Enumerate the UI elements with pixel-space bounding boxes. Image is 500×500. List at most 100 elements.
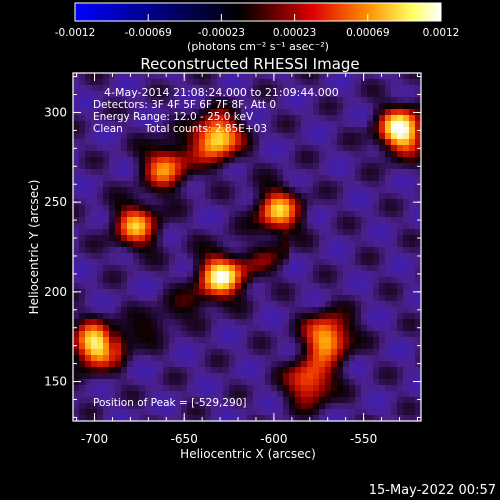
- heatmap-cell: [289, 331, 296, 338]
- heatmap-cell: [391, 163, 398, 170]
- heatmap-cell: [175, 241, 182, 248]
- heatmap-cell: [403, 289, 410, 296]
- heatmap-cell: [277, 241, 284, 248]
- heatmap-cell: [97, 157, 104, 164]
- heatmap-cell: [283, 217, 290, 224]
- heatmap-cell: [211, 253, 218, 260]
- heatmap-cell: [319, 241, 326, 248]
- heatmap-cell: [127, 253, 134, 260]
- heatmap-cell: [319, 337, 326, 344]
- heatmap-cell: [301, 121, 308, 128]
- heatmap-cell: [181, 181, 188, 188]
- heatmap-cell: [139, 319, 146, 326]
- heatmap-cell: [97, 181, 104, 188]
- heatmap-cell: [295, 163, 302, 170]
- heatmap-cell: [139, 307, 146, 314]
- heatmap-cell: [127, 127, 134, 134]
- heatmap-cell: [199, 175, 206, 182]
- heatmap-cell: [343, 97, 350, 104]
- heatmap-cell: [169, 295, 176, 302]
- heatmap-cell: [91, 127, 98, 134]
- heatmap-cell: [85, 361, 92, 368]
- heatmap-cell: [283, 235, 290, 242]
- heatmap-cell: [229, 373, 236, 380]
- heatmap-cell: [127, 265, 134, 272]
- heatmap-cell: [325, 169, 332, 176]
- heatmap-cell: [295, 385, 302, 392]
- heatmap-cell: [385, 277, 392, 284]
- heatmap-cell: [199, 139, 206, 146]
- heatmap-cell: [85, 247, 92, 254]
- heatmap-cell: [259, 169, 266, 176]
- heatmap-cell: [127, 283, 134, 290]
- heatmap-cell: [391, 223, 398, 230]
- heatmap-cell: [145, 379, 152, 386]
- heatmap-cell: [157, 217, 164, 224]
- heatmap-cell: [319, 373, 326, 380]
- heatmap-cell: [403, 121, 410, 128]
- heatmap-cell: [211, 343, 218, 350]
- heatmap-cell: [343, 169, 350, 176]
- heatmap-cell: [409, 379, 416, 386]
- heatmap-cell: [313, 151, 320, 158]
- heatmap-cell: [349, 265, 356, 272]
- heatmap-cell: [349, 349, 356, 356]
- heatmap-cell: [343, 259, 350, 266]
- heatmap-cell: [253, 331, 260, 338]
- heatmap-cell: [205, 361, 212, 368]
- heatmap-cell: [319, 223, 326, 230]
- heatmap-cell: [379, 193, 386, 200]
- heatmap-cell: [319, 235, 326, 242]
- heatmap-cell: [385, 241, 392, 248]
- heatmap-cell: [163, 253, 170, 260]
- heatmap-cell: [253, 91, 260, 98]
- heatmap-cell: [145, 217, 152, 224]
- heatmap-cell: [289, 163, 296, 170]
- heatmap-cell: [259, 157, 266, 164]
- heatmap-cell: [361, 295, 368, 302]
- heatmap-cell: [79, 103, 86, 110]
- heatmap-cell: [409, 109, 416, 116]
- heatmap-cell: [187, 97, 194, 104]
- heatmap-cell: [385, 217, 392, 224]
- heatmap-cell: [271, 139, 278, 146]
- heatmap-cell: [271, 331, 278, 338]
- heatmap-cell: [229, 379, 236, 386]
- heatmap-cell: [157, 211, 164, 218]
- heatmap-cell: [109, 379, 116, 386]
- heatmap-cell: [355, 79, 362, 86]
- heatmap-cell: [265, 163, 272, 170]
- heatmap-cell: [397, 241, 404, 248]
- heatmap-cell: [247, 235, 254, 242]
- heatmap-cell: [373, 379, 380, 386]
- heatmap-cell: [211, 157, 218, 164]
- heatmap-cell: [223, 331, 230, 338]
- heatmap-cell: [247, 265, 254, 272]
- heatmap-cell: [283, 313, 290, 320]
- heatmap-cell: [127, 295, 134, 302]
- heatmap-cell: [361, 277, 368, 284]
- heatmap-cell: [151, 349, 158, 356]
- heatmap-cell: [385, 181, 392, 188]
- heatmap-cell: [103, 181, 110, 188]
- heatmap-cell: [277, 313, 284, 320]
- heatmap-cell: [91, 295, 98, 302]
- heatmap-cell: [283, 283, 290, 290]
- heatmap-cell: [121, 115, 128, 122]
- heatmap-cell: [295, 73, 302, 80]
- heatmap-cell: [139, 397, 146, 404]
- heatmap-cell: [265, 307, 272, 314]
- heatmap-cell: [367, 133, 374, 140]
- heatmap-cell: [73, 355, 80, 362]
- heatmap-cell: [259, 193, 266, 200]
- heatmap-cell: [337, 265, 344, 272]
- heatmap-cell: [373, 295, 380, 302]
- heatmap-cell: [397, 361, 404, 368]
- heatmap-cell: [229, 193, 236, 200]
- heatmap-cell: [373, 139, 380, 146]
- heatmap-cell: [109, 283, 116, 290]
- heatmap-cell: [361, 193, 368, 200]
- heatmap-cell: [103, 169, 110, 176]
- heatmap-cell: [205, 235, 212, 242]
- heatmap-cell: [133, 145, 140, 152]
